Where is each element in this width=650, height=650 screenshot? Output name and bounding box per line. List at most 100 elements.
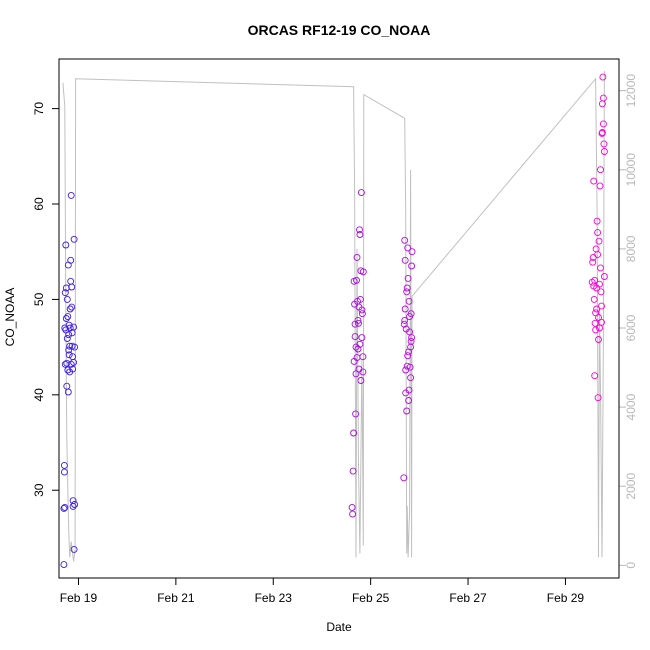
data-point: [71, 343, 79, 351]
data-point: [65, 346, 73, 354]
data-point: [596, 182, 604, 190]
data-point: [64, 388, 72, 396]
data-point: [589, 258, 597, 266]
x-tick-label: Feb 23: [255, 591, 293, 605]
data-point: [68, 283, 76, 291]
data-point: [60, 461, 68, 469]
data-point: [68, 303, 76, 311]
data-point: [595, 237, 603, 245]
data-point: [349, 467, 357, 475]
data-point: [67, 256, 75, 264]
data-point: [401, 256, 409, 264]
x-tick-label: Feb 25: [352, 591, 390, 605]
data-point: [350, 277, 358, 285]
y2-tick-label: 2000: [624, 473, 638, 500]
data-point: [599, 94, 607, 102]
data-point: [403, 407, 411, 415]
y2-tick-label: 0: [624, 562, 638, 569]
data-point: [598, 318, 605, 326]
data-point: [400, 320, 408, 328]
data-point: [407, 374, 415, 382]
y2-tick-label: 12000: [624, 74, 638, 108]
data-point: [71, 501, 79, 508]
x-tick-label: Feb 27: [449, 591, 487, 605]
data-point: [591, 372, 599, 380]
data-point: [590, 295, 598, 303]
plot-frame: [58, 58, 620, 579]
data-point: [596, 280, 603, 288]
data-point: [70, 358, 78, 366]
data-point: [600, 148, 608, 155]
data-point: [352, 410, 360, 418]
data-point: [405, 386, 413, 394]
y-tick-label: 60: [32, 197, 46, 211]
x-tick-label: Feb 19: [60, 591, 98, 605]
data-point: [408, 248, 416, 256]
data-point: [598, 302, 605, 310]
data-point: [351, 333, 359, 341]
data-point: [404, 352, 412, 360]
y2-tick-label: 4000: [624, 393, 638, 420]
data-point: [401, 236, 409, 244]
data-point: [405, 397, 413, 404]
data-point: [62, 315, 70, 322]
data-point: [600, 140, 608, 148]
data-point: [593, 217, 601, 225]
data-point: [357, 189, 365, 197]
data-point: [408, 334, 416, 342]
data-point: [403, 362, 411, 370]
data-point: [65, 351, 73, 359]
data-point: [66, 324, 74, 332]
data-point: [357, 377, 365, 384]
data-point: [62, 284, 70, 292]
data-point: [356, 340, 364, 348]
data-point: [354, 345, 362, 353]
data-point: [406, 313, 414, 321]
data-point: [66, 342, 74, 350]
data-point: [62, 241, 70, 249]
data-point: [63, 335, 71, 342]
data-point: [356, 295, 364, 303]
data-point: [407, 337, 415, 345]
data-point: [359, 353, 367, 361]
data-point: [70, 235, 78, 243]
data-point: [599, 120, 607, 128]
data-point: [60, 561, 68, 569]
data-point: [355, 319, 362, 327]
data-point: [591, 276, 599, 284]
data-point: [408, 262, 416, 270]
data-point: [600, 273, 608, 280]
data-point: [597, 288, 605, 296]
data-point: [69, 365, 77, 373]
data-point: [61, 289, 69, 297]
data-point: [597, 166, 604, 174]
data-point: [594, 229, 602, 237]
data-point: [65, 331, 73, 339]
chart-title: ORCAS RF12-19 CO_NOAA: [248, 22, 431, 38]
data-point: [403, 284, 411, 292]
data-point: [405, 297, 413, 305]
y-tick-label: 40: [32, 388, 46, 402]
data-point: [352, 370, 360, 378]
data-point: [593, 305, 601, 313]
y2-tick-label: 8000: [624, 235, 638, 262]
data-point: [63, 295, 71, 303]
data-point: [405, 348, 413, 356]
x-axis-label: Date: [326, 620, 352, 634]
data-point: [595, 336, 602, 343]
data-point: [358, 306, 366, 314]
data-point: [70, 545, 78, 553]
y-tick-label: 50: [32, 292, 46, 306]
x-tick-label: Feb 29: [547, 591, 585, 605]
data-point: [66, 305, 74, 313]
data-point: [402, 366, 410, 374]
data-point: [404, 274, 412, 282]
data-point: [356, 226, 363, 234]
data-point: [591, 319, 599, 327]
data-point: [359, 368, 367, 376]
data-point: [594, 394, 602, 402]
data-point: [597, 264, 604, 272]
y-tick-label: 70: [32, 102, 46, 116]
data-point: [64, 313, 72, 321]
